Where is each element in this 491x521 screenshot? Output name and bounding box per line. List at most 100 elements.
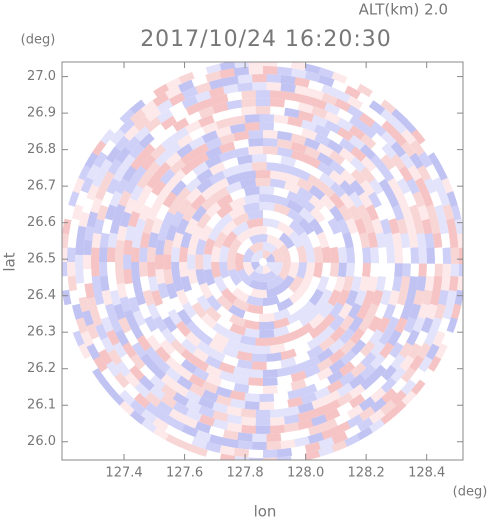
echo-cell: [175, 320, 192, 337]
echo-cell: [316, 347, 334, 363]
echo-cell: [294, 76, 312, 89]
echo-cell: [145, 115, 163, 132]
echo-cell: [132, 308, 146, 327]
echo-cell: [424, 232, 435, 250]
echo-cell: [204, 364, 222, 378]
echo-cell: [290, 133, 308, 146]
echo-cell: [180, 149, 199, 166]
echo-cell: [248, 279, 268, 291]
echo-cell: [406, 342, 422, 361]
echo-cell: [115, 238, 125, 255]
echo-cell: [138, 260, 148, 277]
echo-cell: [212, 177, 230, 192]
echo-cell: [76, 223, 87, 242]
echo-cell: [329, 440, 348, 453]
echo-cell: [450, 262, 460, 279]
echo-cell: [163, 433, 182, 447]
echo-cell: [84, 150, 100, 169]
echo-cell: [223, 75, 241, 87]
echo-cell: [259, 186, 276, 195]
echo-cell: [171, 179, 188, 197]
echo-cell: [225, 422, 243, 433]
echo-cell: [156, 107, 175, 124]
echo-cell: [93, 288, 105, 306]
echo-cell: [280, 82, 298, 94]
echo-cell: [98, 260, 108, 277]
echo-cell: [312, 262, 323, 279]
echo-cell: [161, 295, 175, 313]
echo-cell: [420, 190, 435, 209]
echo-cell: [437, 289, 449, 308]
echo-cell: [100, 366, 116, 385]
echo-cell: [198, 105, 217, 119]
echo-cell: [322, 408, 341, 423]
echo-cell: [91, 245, 100, 262]
echo-cell: [74, 252, 84, 270]
echo-cell: [380, 99, 398, 116]
echo-cell: [263, 249, 272, 260]
echo-cell: [105, 328, 120, 346]
echo-cell: [202, 253, 212, 271]
echo-cell: [212, 101, 230, 114]
echo-cell: [378, 262, 387, 279]
echo-cell: [233, 146, 250, 158]
echo-cell: [62, 274, 69, 291]
echo-cell: [239, 408, 256, 418]
plot-frame: [61, 61, 464, 461]
echo-cell: [321, 246, 332, 263]
echo-cell: [418, 247, 428, 264]
echo-cell: [209, 77, 227, 90]
echo-cell: [370, 375, 388, 393]
echo-cell: [89, 308, 103, 327]
echo-cell: [180, 159, 199, 176]
echo-cell: [445, 317, 458, 335]
echo-cell: [270, 106, 287, 116]
echo-cell: [270, 90, 287, 100]
echo-cell: [400, 204, 414, 222]
echo-cell: [191, 204, 208, 222]
echo-cell: [266, 274, 285, 290]
echo-cell: [362, 290, 375, 308]
echo-cell: [176, 133, 195, 149]
echo-cell: [235, 432, 253, 442]
echo-cell: [212, 93, 231, 106]
echo-cell: [400, 232, 411, 250]
y-tick-label: 27.0: [27, 69, 56, 84]
echo-cell: [195, 238, 207, 255]
echo-cell: [396, 218, 409, 236]
echo-cell: [277, 62, 294, 69]
echo-cell: [93, 150, 109, 168]
echo-cell: [248, 129, 265, 139]
echo-cell: [77, 341, 91, 360]
echo-cell: [433, 303, 446, 322]
echo-cell: [148, 373, 166, 391]
echo-cell: [306, 164, 325, 180]
echo-cell: [296, 245, 308, 263]
echo-cell: [91, 231, 102, 249]
echo-cell: [235, 440, 253, 450]
echo-cell: [386, 329, 402, 348]
echo-cell: [340, 158, 358, 176]
echo-cell: [412, 191, 426, 209]
echo-cell: [316, 275, 330, 294]
echo-cell: [280, 163, 298, 176]
echo-cell: [327, 217, 342, 236]
echo-cell: [104, 302, 117, 320]
echo-cell: [414, 177, 429, 196]
echo-cell: [83, 238, 93, 255]
echo-cell: [161, 178, 177, 197]
echo-cell: [355, 417, 374, 433]
echo-cell: [155, 302, 170, 320]
echo-cell: [234, 62, 251, 68]
echo-cell: [394, 247, 404, 264]
echo-cell: [100, 315, 114, 333]
echo-cell: [287, 124, 305, 136]
echo-cell: [410, 262, 419, 279]
echo-cell: [250, 361, 267, 370]
echo-cell: [226, 91, 244, 102]
echo-cell: [157, 281, 169, 299]
echo-cell: [233, 66, 251, 77]
echo-cell: [396, 177, 412, 196]
echo-cell: [282, 405, 300, 417]
echo-cell: [217, 370, 236, 383]
